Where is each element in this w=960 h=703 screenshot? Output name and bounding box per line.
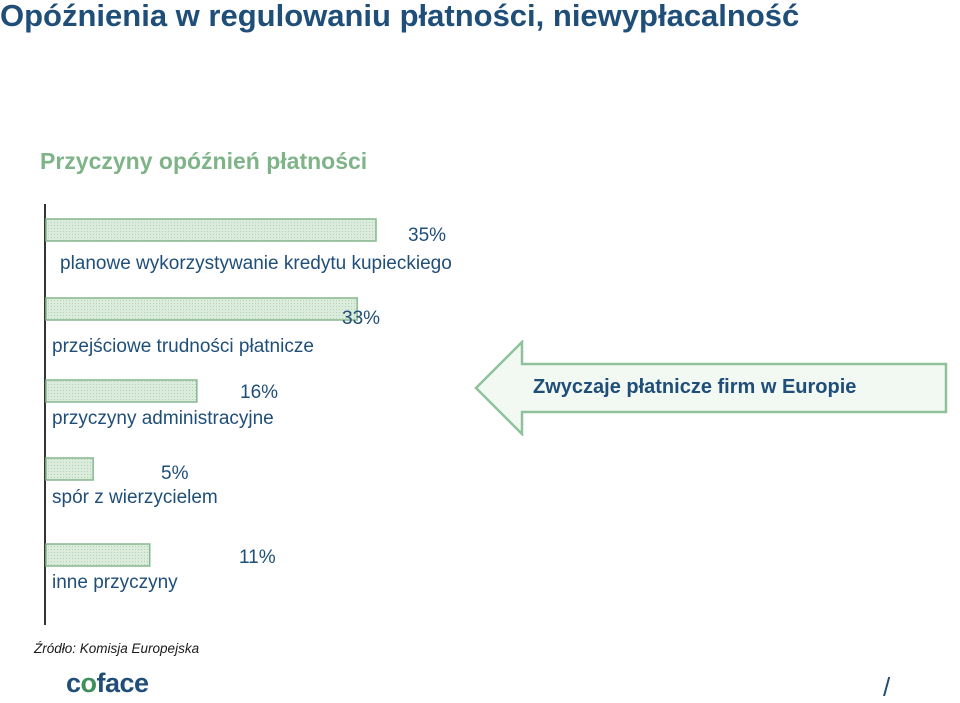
footer-mark: / [883,672,891,702]
logo-c: c [66,668,81,698]
category-label-5: inne przyczyny [52,572,178,593]
category-label-4: spór z wierzycielem [52,487,218,508]
value-label-5: 11% [239,547,276,568]
logo-o: o [80,668,98,698]
category-label-2: przejściowe trudności płatnicze [52,336,314,357]
value-label-4: 5% [161,463,189,484]
bar-3 [45,379,198,403]
value-label-3: 16% [240,382,278,403]
chart-title: Przyczyny opóźnień płatności [40,148,368,174]
value-label-2: 33% [342,308,380,329]
bar-4 [45,457,94,481]
bar-2 [45,297,358,321]
source-note: Źródło: Komisja Europejska [34,641,200,656]
callout-label: Zwyczaje płatnicze firm w Europie [533,376,857,398]
coface-logo: coface [66,668,149,699]
callout-arrow [474,340,948,436]
category-label-1: planowe wykorzystywanie kredytu kupiecki… [60,253,452,274]
value-label-1: 35% [408,225,446,246]
page-title: Opóźnienia w regulowaniu płatności, niew… [0,0,800,33]
logo-rest: face [96,668,150,698]
category-label-3: przyczyny administracyjne [52,408,274,429]
bar-5 [45,543,151,567]
bar-1 [45,218,377,242]
